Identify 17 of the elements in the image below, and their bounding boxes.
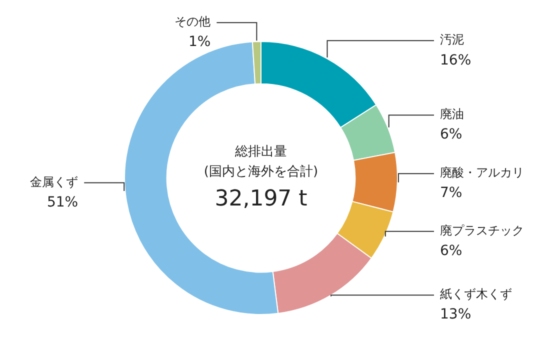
slice-label: 汚泥 [440,32,464,47]
text: 総排出量 [234,144,287,160]
text: (国内と海外を合計) [204,164,318,180]
slice-label: 廃プラスチック [440,224,524,238]
slice-label: 金属くず [30,174,78,189]
text: 32,197 t [214,186,308,212]
slice-label: 廃酸・アルカリ [440,166,524,180]
data-label: 16% [440,52,472,68]
data-label: 7% [440,185,462,202]
data-label: 6% [440,243,462,260]
slice-label: 廃油 [440,107,464,122]
data-label: 1% [188,34,211,50]
slice-label: その他 [174,14,211,29]
data-label: 13% [440,306,472,323]
data-label: 51% [46,194,78,210]
slice-label: 紙くず木くず [440,287,512,302]
data-label: 6% [440,126,462,143]
